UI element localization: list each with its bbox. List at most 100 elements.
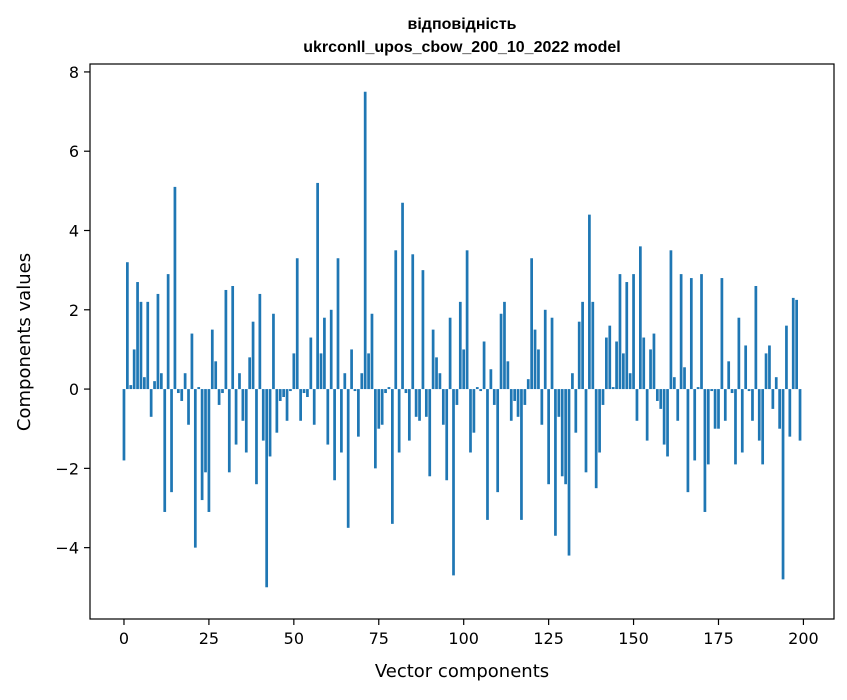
bar-117 <box>520 389 523 520</box>
bar-106 <box>482 341 486 390</box>
bar-57 <box>316 182 319 390</box>
bar-116 <box>516 389 520 417</box>
y-tick-label-4: 4 <box>69 222 79 241</box>
bar-21 <box>193 389 197 548</box>
bar-3 <box>132 349 136 390</box>
bar-134 <box>577 321 581 390</box>
bar-141 <box>601 389 605 405</box>
bar-16 <box>176 389 180 394</box>
bar-186 <box>754 286 758 390</box>
bar-99 <box>458 301 462 390</box>
bar-115 <box>513 389 517 401</box>
bar-146 <box>618 274 622 390</box>
x-tick-label-200: 200 <box>788 629 819 648</box>
bar-107 <box>486 389 489 520</box>
bar-159 <box>662 389 666 445</box>
bar-111 <box>499 313 503 390</box>
bar-62 <box>333 389 336 481</box>
bar-5 <box>139 301 143 390</box>
bar-61 <box>329 309 333 390</box>
bar-163 <box>676 389 680 421</box>
bar-128 <box>557 389 561 417</box>
bar-169 <box>696 387 700 390</box>
x-tick-label-100: 100 <box>448 629 479 648</box>
bar-11 <box>159 373 163 390</box>
bar-112 <box>503 301 506 390</box>
bar-197 <box>791 297 795 390</box>
bar-129 <box>560 389 564 477</box>
bar-49 <box>289 389 292 392</box>
bar-58 <box>319 353 323 390</box>
bar-124 <box>543 309 547 390</box>
bar-150 <box>632 274 635 390</box>
bar-165 <box>683 367 686 390</box>
bar-65 <box>343 373 347 390</box>
bar-94 <box>441 389 445 425</box>
bars-group <box>122 91 802 588</box>
bar-56 <box>312 389 316 425</box>
bar-60 <box>326 389 330 445</box>
bar-162 <box>672 377 676 390</box>
bar-183 <box>744 345 748 390</box>
y-tick-label-6: 6 <box>69 142 79 161</box>
bar-22 <box>197 387 201 390</box>
bar-36 <box>244 389 248 453</box>
x-tick-label-150: 150 <box>618 629 649 648</box>
bar-2 <box>129 385 133 390</box>
bar-132 <box>571 373 574 390</box>
bar-20 <box>190 333 194 390</box>
bar-145 <box>615 341 618 390</box>
bar-140 <box>598 389 601 453</box>
bar-148 <box>625 282 629 390</box>
bar-176 <box>720 278 724 390</box>
x-tick-label-50: 50 <box>284 629 304 648</box>
bar-74 <box>374 389 377 469</box>
bar-87 <box>418 389 421 421</box>
bar-98 <box>455 389 459 405</box>
bar-130 <box>564 389 567 485</box>
bar-48 <box>285 389 289 421</box>
bar-82 <box>401 202 404 390</box>
bar-104 <box>475 387 479 390</box>
bar-156 <box>652 333 656 390</box>
bar-27 <box>214 361 218 390</box>
bar-174 <box>713 389 717 429</box>
bar-13 <box>166 274 170 390</box>
bar-160 <box>666 389 669 457</box>
y-tick-label-2: 2 <box>69 301 79 320</box>
bar-54 <box>306 389 309 397</box>
bar-24 <box>204 389 207 473</box>
bar-53 <box>302 389 306 394</box>
bar-12 <box>163 389 167 512</box>
x-tick-label-25: 25 <box>199 629 219 648</box>
bar-30 <box>224 289 228 390</box>
bar-138 <box>591 301 595 390</box>
bar-147 <box>622 353 625 390</box>
bar-46 <box>278 389 282 401</box>
bar-78 <box>387 387 391 390</box>
bar-84 <box>407 389 411 441</box>
bar-154 <box>645 389 649 441</box>
bar-59 <box>323 317 326 390</box>
bar-47 <box>282 389 285 397</box>
bar-133 <box>574 389 578 433</box>
bar-41 <box>261 389 265 441</box>
bar-95 <box>445 389 449 481</box>
y-tick-label--2: −2 <box>55 459 79 478</box>
bar-127 <box>554 389 557 536</box>
bar-9 <box>153 381 156 390</box>
bar-67 <box>350 349 353 390</box>
bar-198 <box>795 299 798 390</box>
bar-7 <box>146 301 150 390</box>
bar-182 <box>740 389 744 453</box>
bar-173 <box>710 389 714 392</box>
bar-191 <box>771 389 775 409</box>
chart-title-line-2: ukrconll_upos_cbow_200_10_2022 model <box>303 39 620 56</box>
bar-168 <box>693 389 697 461</box>
bar-26 <box>210 329 214 390</box>
bar-199 <box>798 389 802 441</box>
bar-152 <box>639 246 642 390</box>
bar-103 <box>472 389 476 433</box>
